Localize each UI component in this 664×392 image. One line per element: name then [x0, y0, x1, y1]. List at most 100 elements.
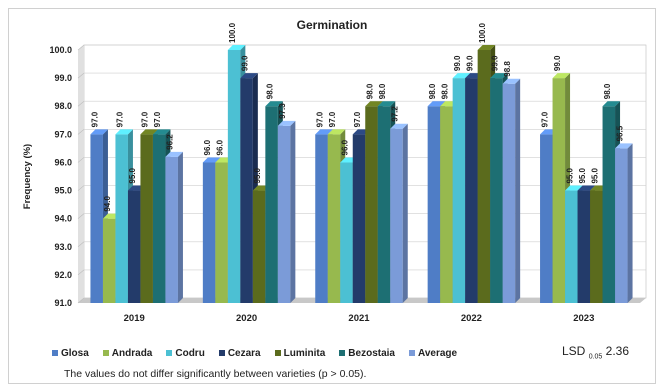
data-label: 98.0	[603, 83, 612, 99]
x-tick-label: 2019	[124, 313, 145, 324]
bar-top	[277, 120, 296, 126]
x-tick-label: 2020	[236, 313, 257, 324]
bar	[502, 78, 521, 303]
data-label: 98.0	[440, 83, 449, 99]
bar-top	[602, 101, 621, 107]
data-label: 97.3	[278, 103, 287, 119]
data-label: 99.0	[241, 55, 250, 71]
data-label: 100.0	[478, 22, 487, 43]
lsd-value: 2.36	[605, 344, 630, 358]
data-label: 98.0	[266, 83, 275, 99]
bar-front	[340, 162, 353, 303]
bar-top	[202, 157, 221, 163]
bar-front	[615, 148, 628, 303]
bar-front	[477, 50, 491, 303]
bar-front	[465, 78, 478, 303]
y-tick-label: 100.0	[49, 45, 72, 55]
bar-front	[490, 78, 503, 303]
bar-front	[540, 134, 553, 303]
data-label: 99.0	[465, 55, 474, 71]
bar-side	[290, 120, 296, 304]
data-label: 96.2	[166, 134, 175, 150]
y-tick-label: 97.0	[54, 129, 72, 139]
bar-front	[440, 106, 453, 303]
bar-front	[90, 134, 103, 303]
data-label: 95.0	[565, 167, 574, 183]
legend-item: Average	[408, 348, 457, 359]
bar-top	[365, 101, 383, 107]
bar-top	[565, 185, 583, 191]
x-tick-label: 2021	[348, 313, 370, 324]
bar-top	[427, 101, 446, 107]
bar-front	[352, 134, 366, 303]
bar-top	[140, 129, 158, 135]
data-label: 96.5	[615, 125, 624, 141]
bar-front	[602, 106, 616, 303]
bar-front	[265, 106, 278, 303]
bar-top	[227, 45, 246, 50]
bar-front	[452, 78, 466, 303]
data-label: 99.0	[453, 55, 462, 71]
bar-front	[277, 125, 291, 304]
gridline-side	[77, 44, 85, 51]
bar-top	[90, 129, 108, 135]
data-label: 98.8	[503, 61, 512, 77]
data-label: 95.0	[590, 167, 599, 183]
bar-front	[115, 134, 128, 303]
bar-top	[390, 123, 408, 129]
gridline-side	[77, 241, 85, 248]
data-label: 95.0	[578, 167, 587, 183]
bar-front	[552, 78, 566, 303]
data-label: 95.0	[128, 167, 137, 183]
bar-front	[365, 106, 378, 303]
bar-top	[552, 73, 571, 79]
y-tick-label: 95.0	[54, 186, 72, 196]
data-label: 99.0	[553, 55, 562, 71]
bar-front	[577, 190, 591, 303]
y-tick-label: 92.0	[54, 270, 72, 280]
data-label: 95.0	[253, 167, 262, 183]
bar-top	[240, 73, 258, 79]
chart-side-wall	[78, 45, 84, 303]
bar-front	[327, 134, 341, 303]
data-label: 97.0	[540, 111, 549, 127]
data-label: 97.0	[353, 111, 362, 127]
legend-swatch	[408, 350, 415, 356]
bar-side	[515, 78, 521, 303]
bar-front	[140, 134, 153, 303]
legend-item: Bezostaia	[339, 348, 395, 359]
data-label: 98.0	[428, 83, 437, 99]
legend-item: Codru	[166, 347, 205, 359]
bar-front	[377, 106, 391, 303]
data-label: 97.0	[141, 111, 150, 127]
bar-front	[565, 190, 578, 303]
data-label: 96.0	[341, 139, 350, 155]
bar-front	[127, 190, 141, 303]
bar-front	[165, 156, 178, 303]
lsd-annotation: LSD 0.05 2.36	[562, 344, 629, 360]
legend-swatch	[52, 350, 58, 356]
gridline-side	[77, 185, 85, 191]
y-axis-label: Frequency (%)	[22, 144, 33, 209]
bar-side	[627, 143, 633, 303]
data-label: 98.0	[378, 83, 387, 99]
legend-item: Cezara	[218, 348, 261, 359]
legend-label: Codru	[175, 347, 205, 359]
bar-top	[265, 101, 283, 107]
legend-label: Luminita	[283, 347, 326, 359]
bar-top	[577, 185, 596, 191]
bar-front	[240, 78, 253, 303]
data-label: 96.0	[216, 139, 225, 155]
bar-front	[390, 128, 403, 303]
bar-top	[615, 143, 633, 149]
y-tick-label: 91.0	[54, 298, 72, 308]
y-tick-label: 96.0	[54, 157, 72, 167]
bar	[165, 151, 183, 303]
chart-legend: Glosa Andrada Codru Cezara Luminita Bezostaia…	[52, 346, 457, 360]
data-label: 97.0	[116, 111, 125, 127]
y-tick-label: 98.0	[54, 101, 72, 111]
legend-swatch	[274, 350, 281, 356]
chart-title: Germination	[296, 18, 368, 32]
bar-front	[215, 162, 228, 303]
y-tick-label: 99.0	[54, 73, 72, 83]
